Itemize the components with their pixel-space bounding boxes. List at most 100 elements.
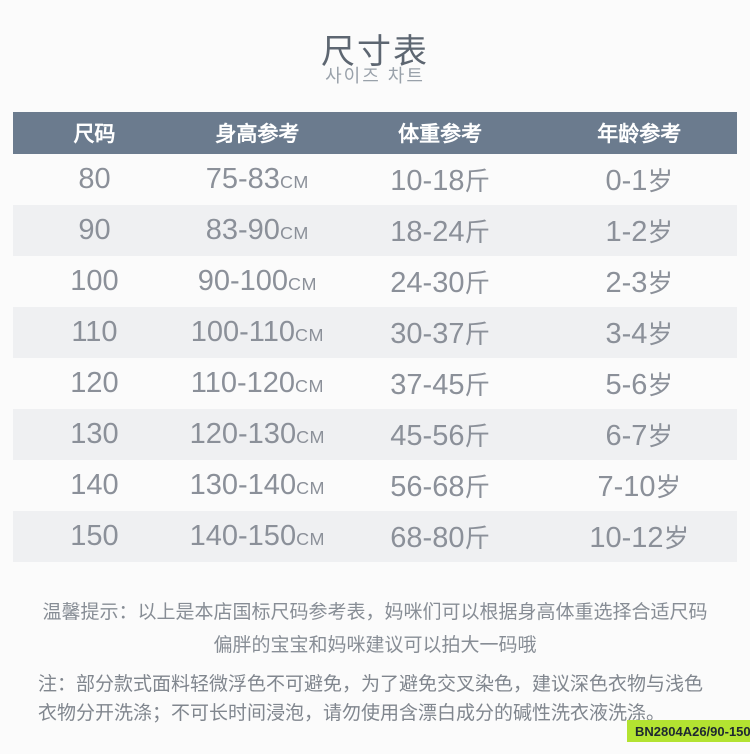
table-row-80: 80 75-83CM 10-18斤 0-1岁 — [13, 154, 737, 205]
height-cell: 90-100CM — [176, 265, 339, 298]
age-cell: 6-7岁 — [542, 416, 737, 453]
table-row-150: 150 140-150CM 68-80斤 10-12岁 — [13, 511, 737, 562]
table-row-90: 90 83-90CM 18-24斤 1-2岁 — [13, 205, 737, 256]
weight-cell: 56-68斤 — [339, 467, 542, 504]
weight-cell: 24-30斤 — [339, 263, 542, 300]
height-unit: CM — [295, 376, 324, 396]
weight-unit: 斤 — [464, 219, 490, 247]
washing-note: 注：部分款式面料轻微浮色不可避免，为了避免交叉染色，建议深色衣物与浅色 衣物分开… — [38, 670, 726, 728]
age-value: 10-12 — [589, 522, 664, 554]
size-table-header-row: 尺码 身高参考 体重参考 年龄参考 — [13, 112, 737, 154]
age-value: 0-1 — [605, 165, 648, 197]
page-title: 尺寸表 — [321, 33, 429, 71]
height-value: 83-90 — [205, 214, 280, 246]
weight-value: 30-37 — [390, 318, 465, 350]
weight-unit: 斤 — [464, 525, 490, 553]
size-cell: 150 — [70, 520, 119, 552]
height-value: 120-130 — [189, 418, 297, 450]
height-unit: CM — [279, 223, 309, 243]
weight-unit: 斤 — [464, 270, 490, 298]
height-value: 90-100 — [197, 265, 289, 297]
size-table: 尺码 身高参考 体重参考 年龄参考 80 75-83CM 10-18斤 0-1岁… — [13, 112, 737, 562]
height-value: 100-110 — [190, 316, 295, 348]
column-header-size: 尺码 — [73, 123, 116, 146]
table-row-130: 130 120-130CM 45-56斤 6-7岁 — [13, 409, 737, 460]
age-cell: 5-6岁 — [542, 365, 737, 402]
friendly-tip-line2: 偏胖的宝宝和妈咪建议可以拍大一码哦 — [213, 635, 537, 656]
height-cell: 100-110CM — [176, 316, 339, 349]
age-value: 1-2 — [605, 216, 648, 248]
table-row-100: 100 90-100CM 24-30斤 2-3岁 — [13, 256, 737, 307]
height-cell: 130-140CM — [176, 469, 339, 502]
age-unit: 岁 — [647, 270, 673, 298]
weight-cell: 10-18斤 — [339, 161, 542, 198]
weight-value: 10-18 — [390, 165, 465, 197]
washing-note-line1: 注：部分款式面料轻微浮色不可避免，为了避免交叉染色，建议深色衣物与浅色 — [38, 674, 704, 695]
age-value: 5-6 — [605, 369, 648, 401]
weight-cell: 18-24斤 — [339, 212, 542, 249]
weight-value: 45-56 — [390, 420, 465, 452]
age-cell: 7-10岁 — [542, 467, 737, 504]
age-value: 2-3 — [605, 267, 648, 299]
table-row-120: 120 110-120CM 37-45斤 5-6岁 — [13, 358, 737, 409]
age-value: 6-7 — [605, 420, 648, 452]
height-cell: 75-83CM — [176, 163, 339, 196]
size-cell: 100 — [70, 265, 119, 297]
height-cell: 120-130CM — [176, 418, 339, 451]
column-header-weight: 体重参考 — [398, 123, 483, 146]
column-header-height: 身高参考 — [215, 123, 300, 146]
age-cell: 3-4岁 — [542, 314, 737, 351]
table-row-140: 140 130-140CM 56-68斤 7-10岁 — [13, 460, 737, 511]
weight-cell: 45-56斤 — [339, 416, 542, 453]
age-unit: 岁 — [663, 525, 690, 553]
height-value: 110-120 — [190, 367, 295, 399]
size-cell: 140 — [70, 469, 119, 501]
column-header-age: 年龄参考 — [597, 123, 682, 146]
size-cell: 110 — [71, 316, 118, 348]
weight-value: 68-80 — [390, 522, 465, 554]
weight-cell: 37-45斤 — [339, 365, 542, 402]
height-unit: CM — [279, 172, 309, 192]
height-cell: 140-150CM — [176, 520, 339, 553]
age-unit: 岁 — [647, 168, 673, 196]
table-row-110: 110 100-110CM 30-37斤 3-4岁 — [13, 307, 737, 358]
height-unit: CM — [296, 427, 326, 447]
page-subtitle: 사이즈 차트 — [325, 66, 425, 86]
weight-value: 18-24 — [390, 216, 465, 248]
product-code-badge: BN2804A26/90-150 — [627, 720, 750, 742]
size-cell: 90 — [78, 214, 111, 246]
weight-unit: 斤 — [464, 474, 490, 502]
age-unit: 岁 — [647, 219, 673, 247]
friendly-tip-line1: 温馨提示：以上是本店国标尺码参考表，妈咪们可以根据身高体重选择合适尺码 — [42, 602, 708, 623]
height-unit: CM — [296, 478, 326, 498]
size-cell: 80 — [78, 163, 111, 195]
weight-unit: 斤 — [464, 372, 490, 400]
weight-value: 56-68 — [390, 471, 465, 503]
age-cell: 1-2岁 — [542, 212, 737, 249]
age-value: 3-4 — [605, 318, 648, 350]
height-cell: 110-120CM — [176, 367, 339, 400]
height-cell: 83-90CM — [176, 214, 339, 247]
age-unit: 岁 — [647, 372, 673, 400]
size-cell: 130 — [70, 418, 119, 450]
age-unit: 岁 — [647, 321, 673, 349]
age-cell: 10-12岁 — [542, 518, 737, 555]
weight-value: 37-45 — [390, 369, 465, 401]
weight-unit: 斤 — [464, 168, 490, 196]
weight-unit: 斤 — [464, 321, 490, 349]
age-unit: 岁 — [655, 474, 682, 502]
age-cell: 0-1岁 — [542, 161, 737, 198]
height-unit: CM — [296, 529, 326, 549]
size-cell: 120 — [70, 367, 119, 399]
weight-cell: 30-37斤 — [339, 314, 542, 351]
washing-note-line2: 衣物分开洗涤；不可长时间浸泡，请勿使用含漂白成分的碱性洗衣液洗涤。 — [38, 703, 666, 724]
height-value: 75-83 — [205, 163, 280, 195]
weight-value: 24-30 — [390, 267, 465, 299]
friendly-tip: 温馨提示：以上是本店国标尺码参考表，妈咪们可以根据身高体重选择合适尺码 偏胖的宝… — [0, 596, 750, 662]
weight-cell: 68-80斤 — [339, 518, 542, 555]
height-value: 130-140 — [189, 469, 297, 501]
age-unit: 岁 — [647, 423, 673, 451]
height-unit: CM — [288, 274, 317, 294]
age-cell: 2-3岁 — [542, 263, 737, 300]
